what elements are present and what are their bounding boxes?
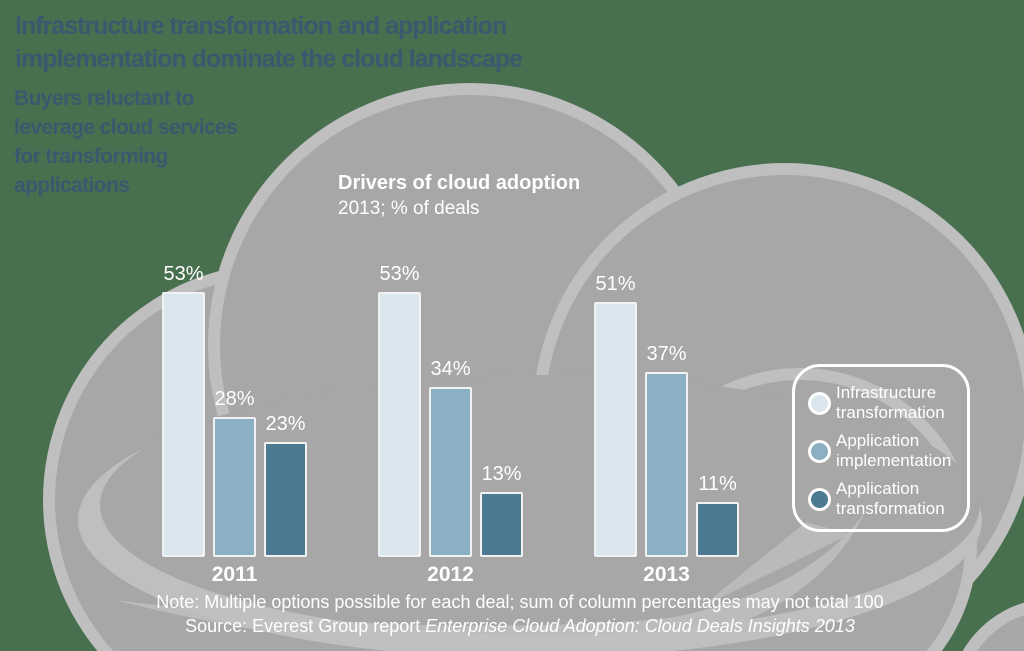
source-report-title: Enterprise Cloud Adoption: Cloud Deals I… [425, 616, 855, 636]
note-line: Note: Multiple options possible for each… [156, 592, 884, 612]
bar-2011-application-implementation [213, 417, 256, 557]
bar-value-label-2012-1: 53% [379, 263, 420, 285]
legend-label-line2: transformation [836, 403, 945, 422]
bar-2013-infrastructure-transformation [594, 302, 637, 557]
legend-label-line1: Infrastructure [836, 383, 937, 402]
legend-item-infrastructure-transformation: Infrastructure transformation [808, 381, 967, 425]
bar-value-label-2011-3: 23% [265, 413, 306, 435]
bar-2013-application-implementation [645, 372, 688, 557]
bar-2011-application-transformation [264, 442, 307, 557]
legend-label: Application transformation [836, 479, 945, 519]
bar-value-label-2013-3: 11% [698, 473, 737, 495]
chart-header: Drivers of cloud adoption 2013; % of dea… [338, 170, 580, 221]
source-line: Source: Everest Group report Enterprise … [40, 614, 1000, 638]
page-subtitle: Buyers reluctant to leverage cloud servi… [14, 87, 238, 197]
bar-group-2013: 51% 37% 11% 2013 [594, 250, 739, 586]
bar-value-label-2011-2: 28% [214, 388, 255, 410]
source-prefix: Source: Everest Group report [185, 616, 426, 636]
legend-label: Application implementation [836, 431, 951, 471]
chart-subtitle: 2013; % of deals [338, 198, 480, 219]
legend-swatch-application-transformation [808, 487, 831, 511]
category-label-2013: 2013 [643, 563, 690, 586]
footnotes: Note: Multiple options possible for each… [40, 590, 1000, 638]
legend-label-line1: Application [836, 479, 920, 498]
legend-tail [700, 522, 850, 608]
legend-item-application-transformation: Application transformation [808, 477, 967, 521]
bar-value-label-2011-1: 53% [163, 263, 204, 285]
legend-label: Infrastructure transformation [836, 383, 945, 423]
chart-title: Drivers of cloud adoption [338, 172, 581, 194]
page-title: Infrastructure transformation and applic… [15, 12, 523, 73]
bar-2012-application-implementation [429, 387, 472, 557]
cloud-corner-lobe [976, 615, 1024, 651]
chart-legend: Infrastructure transformation Applicatio… [792, 364, 970, 532]
legend-label-line2: transformation [836, 499, 945, 518]
bar-2012-infrastructure-transformation [378, 292, 421, 557]
bar-group-2011: 53% 28% 23% 2011 [162, 250, 307, 586]
bar-value-label-2012-3: 13% [481, 463, 522, 485]
legend-item-application-implementation: Application implementation [808, 429, 967, 473]
category-label-2011: 2011 [211, 563, 258, 586]
legend-swatch-infrastructure-transformation [808, 391, 831, 415]
bar-2011-infrastructure-transformation [162, 292, 205, 557]
legend-swatch-application-implementation [808, 439, 831, 463]
bar-value-label-2012-2: 34% [430, 358, 471, 380]
bar-value-label-2013-1: 51% [595, 273, 636, 295]
bar-value-label-2013-2: 37% [646, 343, 687, 365]
legend-label-line1: Application [836, 431, 920, 450]
bar-2013-application-transformation [696, 502, 739, 557]
bar-group-2012: 53% 34% 13% 2012 [378, 250, 523, 586]
category-label-2012: 2012 [427, 563, 474, 586]
legend-label-line2: implementation [836, 451, 952, 470]
bar-2012-application-transformation [480, 492, 523, 557]
